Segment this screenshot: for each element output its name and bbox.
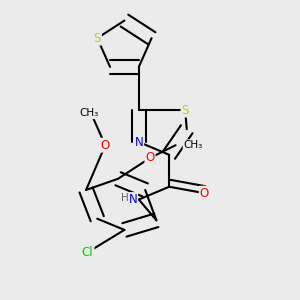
Text: Cl: Cl	[82, 246, 94, 259]
Text: O: O	[146, 152, 154, 164]
Text: S: S	[94, 32, 101, 45]
Text: O: O	[100, 139, 110, 152]
Text: CH₃: CH₃	[184, 140, 203, 150]
Text: O: O	[200, 187, 209, 200]
Text: N: N	[134, 136, 143, 148]
Text: H: H	[121, 193, 128, 203]
Text: CH₃: CH₃	[80, 108, 99, 118]
Text: N: N	[128, 193, 137, 206]
Text: S: S	[182, 103, 189, 117]
